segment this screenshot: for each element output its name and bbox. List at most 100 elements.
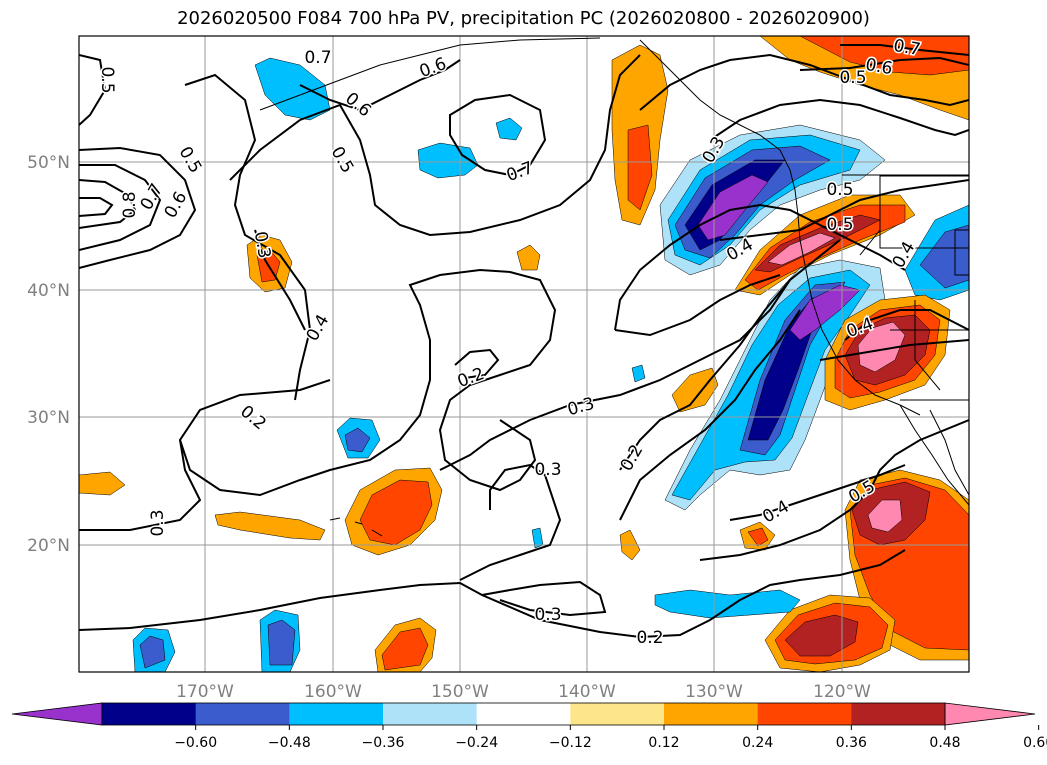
colorbar-segment-6 bbox=[664, 703, 759, 725]
precip-area-128w-south-core bbox=[747, 527, 769, 547]
pv-contours bbox=[79, 44, 969, 639]
contour-05-east bbox=[819, 339, 969, 361]
colorbar-segment-1 bbox=[195, 703, 290, 725]
contour-north-07 bbox=[639, 53, 969, 111]
coast-bc bbox=[779, 149, 806, 266]
contour-nw-07 bbox=[79, 164, 162, 251]
contour-label-0: 0.5 bbox=[97, 66, 117, 93]
contour-05-right bbox=[699, 419, 969, 561]
contour-03-south bbox=[459, 463, 562, 581]
contour-nw-06-outer bbox=[79, 146, 197, 269]
colorbar-tick-label-2: −0.36 bbox=[362, 735, 405, 751]
colorbar-segment-0 bbox=[102, 703, 197, 725]
map-frame bbox=[78, 35, 970, 673]
contour-label-29: 0.6 bbox=[864, 55, 894, 79]
contour-nw-05 bbox=[79, 54, 107, 126]
precip-area-155w-south-core bbox=[381, 627, 429, 671]
border-state-2 bbox=[954, 229, 969, 276]
coast-baja bbox=[899, 404, 969, 506]
contour-02-center bbox=[454, 348, 500, 379]
precip-area-160w-mid-core bbox=[344, 427, 371, 453]
contour-04-right bbox=[729, 464, 906, 521]
precip-area-hawaii-west bbox=[214, 511, 326, 541]
contour-06-big bbox=[299, 59, 461, 112]
contour-label-15: 0.3 bbox=[148, 509, 168, 536]
precip-area-163w-south-core bbox=[267, 619, 296, 666]
colorbar-segment-8 bbox=[851, 703, 946, 725]
contour-nw-08 bbox=[79, 179, 137, 229]
lat-label-20n: 20°N bbox=[27, 536, 70, 556]
colorbar-segment-7 bbox=[757, 703, 852, 725]
contour-05-pv bbox=[719, 179, 969, 241]
precip-area-175w-south-core bbox=[139, 635, 166, 669]
precip-area-south-3 bbox=[784, 614, 859, 657]
contour-04-loop bbox=[614, 203, 906, 331]
precip-area-hawaii-core bbox=[359, 479, 433, 546]
contour-label-30: 0.5 bbox=[839, 68, 866, 88]
colorbar-tick-label-6: 0.24 bbox=[742, 735, 773, 751]
lon-label-130w: 130°W bbox=[685, 682, 743, 702]
colorbar-segment-4 bbox=[476, 703, 571, 725]
contour-03-right bbox=[619, 309, 801, 521]
coast-west-us bbox=[804, 264, 921, 416]
contour-north-06 bbox=[709, 98, 969, 141]
precip-area-mexico-4 bbox=[867, 499, 903, 533]
contour-label-17: 0.3 bbox=[534, 605, 561, 625]
precip-area-142w bbox=[516, 244, 541, 271]
lat-labels: 50°N 40°N 30°N 20°N bbox=[27, 153, 70, 556]
contour-07-center bbox=[449, 93, 547, 177]
contour-big-05 bbox=[229, 54, 641, 237]
precip-area-160w-north bbox=[254, 57, 331, 121]
colorbar-segment-5 bbox=[570, 703, 665, 725]
contour-label-21: 0.5 bbox=[826, 180, 853, 200]
contour-label-18: 0.2 bbox=[636, 628, 663, 648]
contour-top-ne-2 bbox=[799, 56, 969, 71]
colorbar-tick-label-8: 0.48 bbox=[929, 735, 960, 751]
contour-left-loop bbox=[79, 197, 114, 217]
border-state-3 bbox=[890, 300, 969, 391]
precip-area-negative-nw-5 bbox=[697, 174, 769, 241]
precip-area-west-edge bbox=[79, 471, 126, 496]
colorbar-tick-label-1: −0.48 bbox=[268, 735, 311, 751]
precip-area-150w-north bbox=[417, 142, 479, 179]
colorbar-arrow-right bbox=[944, 702, 1036, 726]
colorbar-arrow-left bbox=[11, 702, 103, 726]
contour-02-east bbox=[619, 239, 841, 471]
coast-baja-inner bbox=[929, 409, 969, 496]
contour-04-bottom bbox=[614, 274, 781, 337]
lon-label-150w: 150°W bbox=[431, 682, 489, 702]
contour-02-south bbox=[79, 549, 906, 639]
contour-03-west bbox=[79, 379, 331, 531]
contour-mid-03 bbox=[254, 229, 306, 331]
precip-area-negative-east-2 bbox=[919, 224, 969, 289]
precip-area-negative-south bbox=[654, 589, 801, 619]
precip-area-135w bbox=[671, 367, 719, 413]
colorbar-tick-label-9: 0.60 bbox=[1023, 735, 1047, 751]
precip-area-134w bbox=[631, 364, 646, 383]
precipitation-fills bbox=[79, 36, 969, 672]
lon-label-140w: 140°W bbox=[558, 682, 616, 702]
lon-label-160w: 160°W bbox=[304, 682, 362, 702]
contour-label-6: 0.8 bbox=[120, 191, 140, 218]
precip-area-gulf-alaska-core bbox=[627, 124, 653, 211]
coast-panhandle bbox=[639, 39, 781, 151]
lat-label-50n: 50°N bbox=[27, 153, 70, 173]
lat-label-40n: 40°N bbox=[27, 281, 70, 301]
inset-box bbox=[879, 175, 970, 249]
colorbar-segment-3 bbox=[383, 703, 478, 725]
coastlines bbox=[259, 37, 969, 537]
colorbar-tick-label-7: 0.36 bbox=[836, 735, 867, 751]
coast-alaska bbox=[259, 37, 601, 111]
contour-top-ne bbox=[840, 44, 969, 56]
colorbar-tick-label-3: −0.24 bbox=[455, 735, 498, 751]
lon-labels: 170°W 160°W 150°W 140°W 130°W 120°W bbox=[176, 682, 871, 702]
contour-label-1: 0.7 bbox=[304, 48, 331, 68]
colorbar-tick-label-4: −0.12 bbox=[549, 735, 592, 751]
coast-hawaii bbox=[329, 517, 383, 537]
lon-label-170w: 170°W bbox=[176, 682, 234, 702]
contour-label-14: 0.3 bbox=[534, 460, 561, 480]
contour-label-23: 0.5 bbox=[826, 215, 853, 235]
colorbar-tick-label-5: 0.12 bbox=[648, 735, 679, 751]
graticule bbox=[79, 36, 969, 672]
